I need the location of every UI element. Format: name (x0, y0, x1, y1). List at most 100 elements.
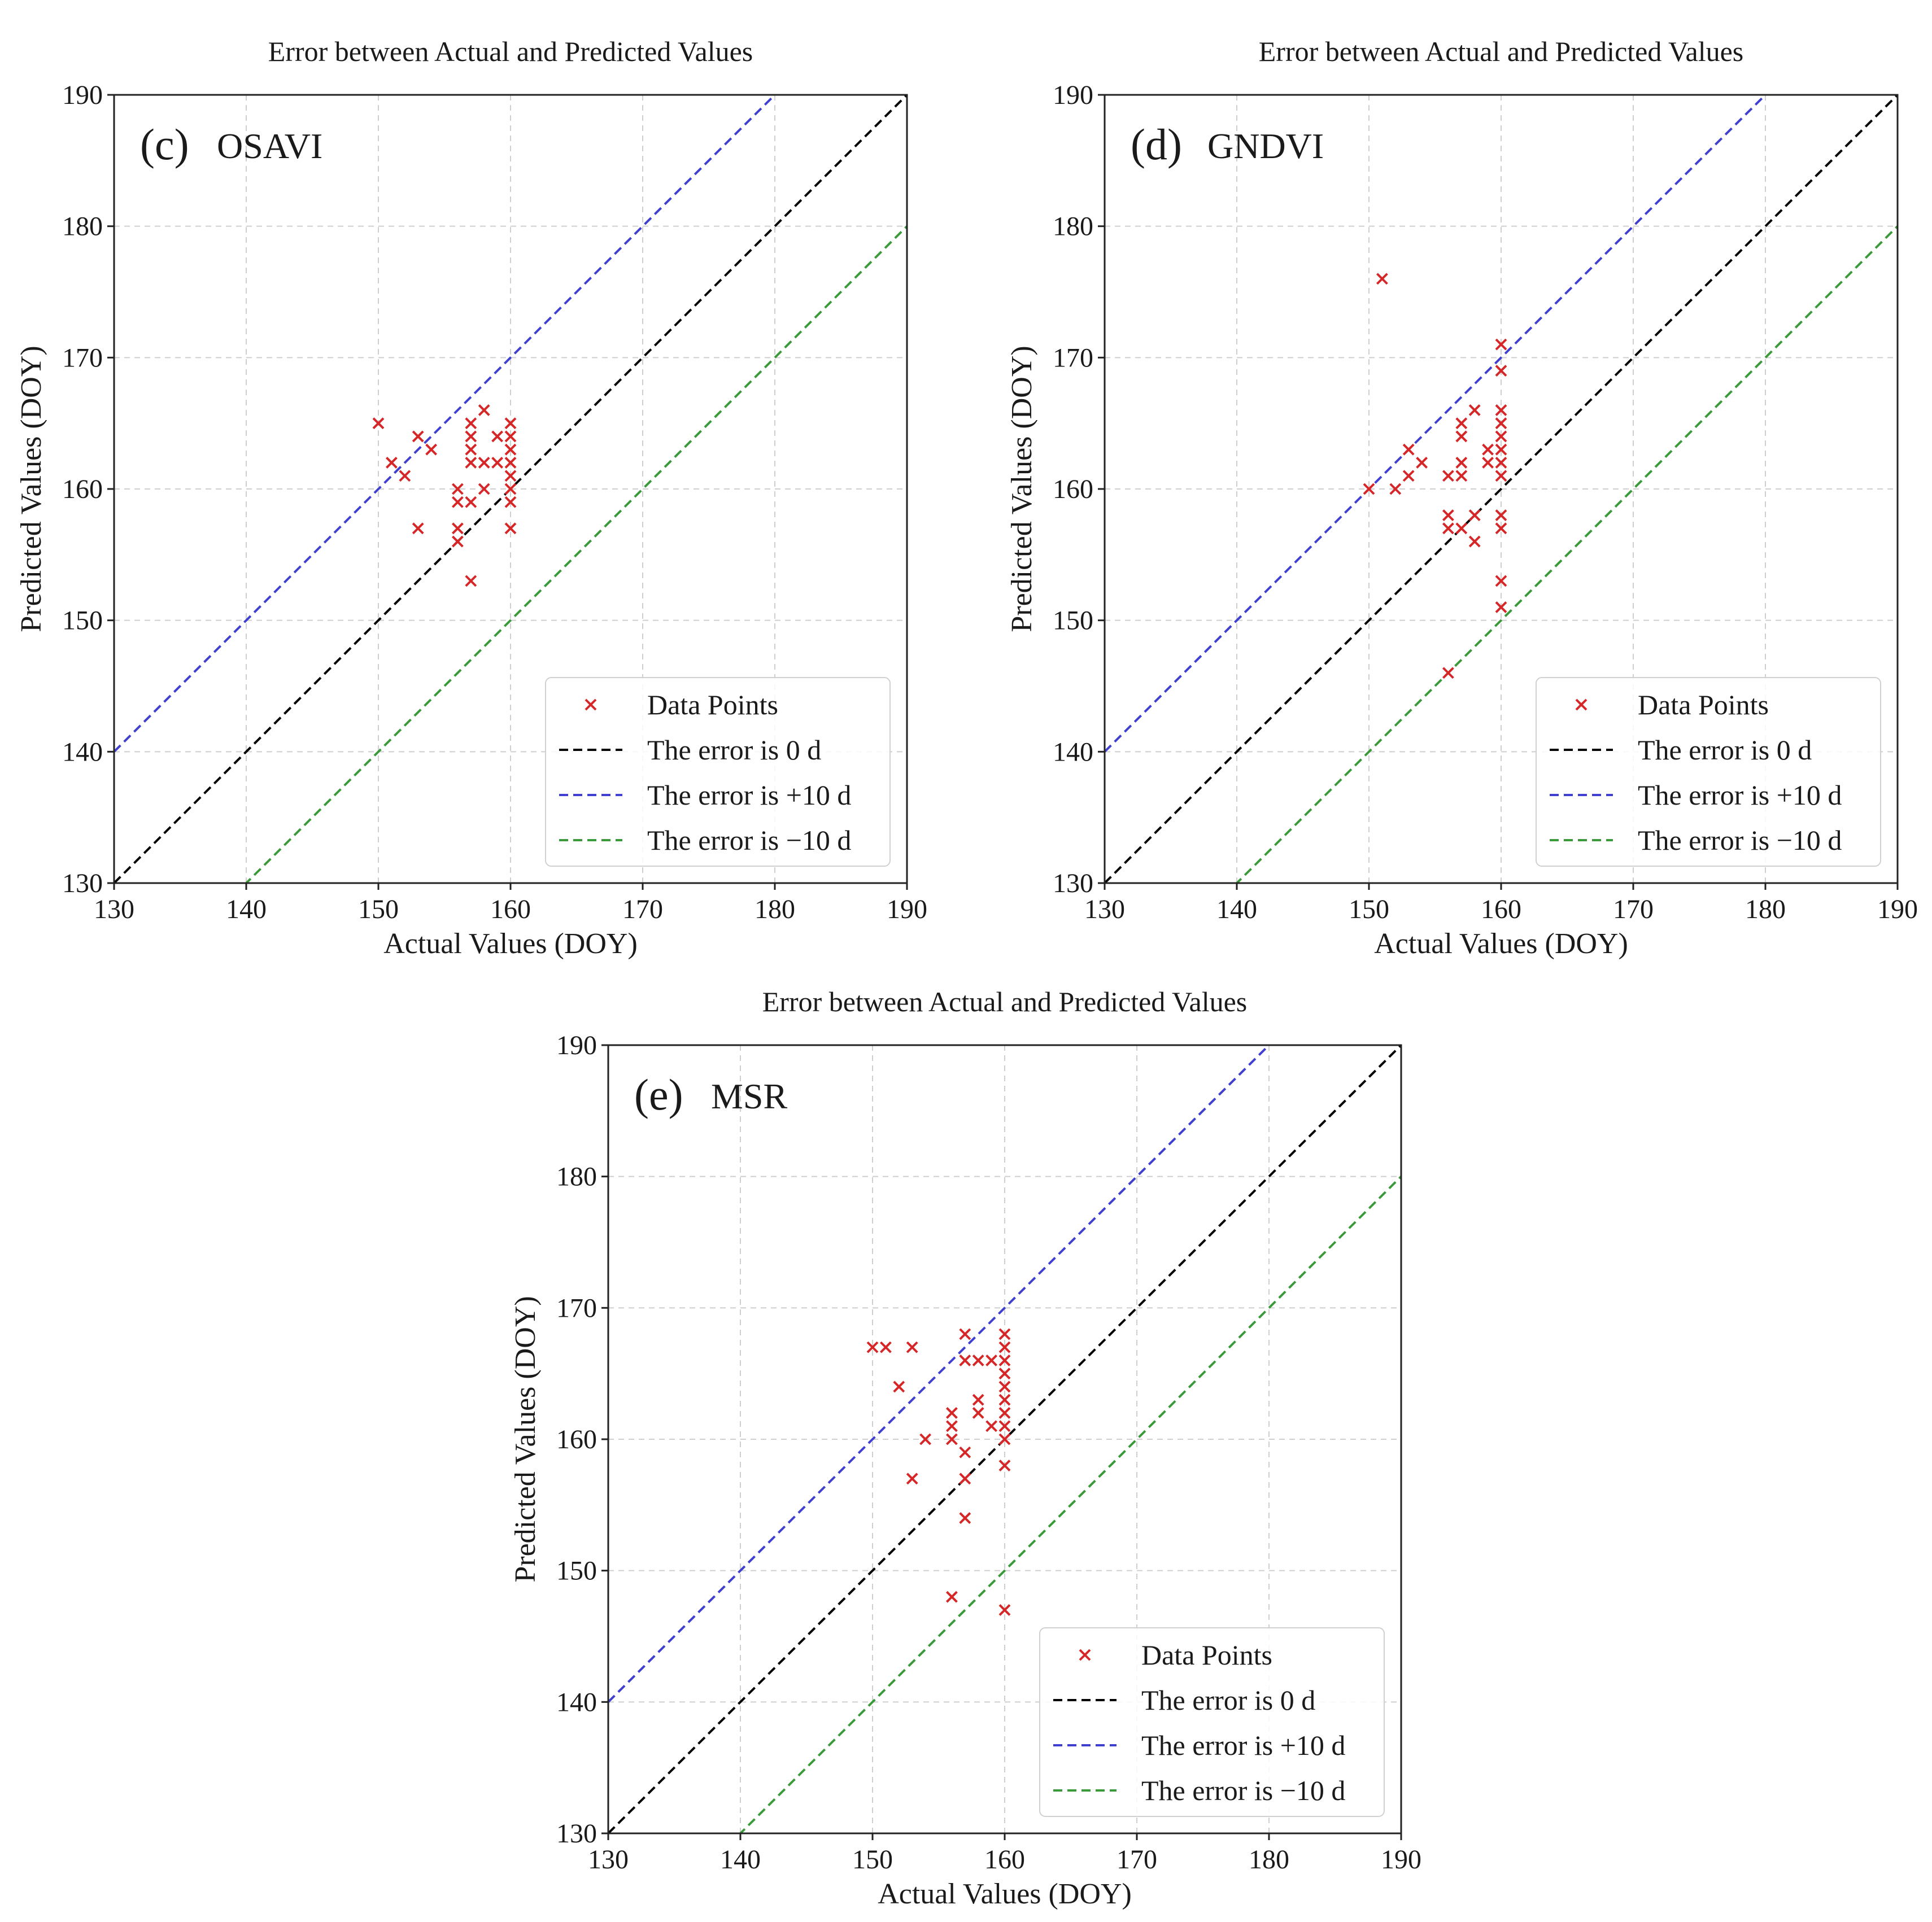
y-tick-label: 160 (62, 474, 103, 504)
data-point (1495, 404, 1507, 416)
data-point (972, 1407, 984, 1419)
data-point (504, 417, 517, 430)
y-axis-label: Predicted Values (DOY) (509, 1296, 542, 1582)
x-tick-label: 170 (1613, 894, 1654, 924)
y-tick-label: 180 (62, 212, 103, 242)
y-tick-label: 150 (62, 606, 103, 636)
x-tick-label: 160 (490, 894, 531, 924)
legend: Data Points The error is 0 d The error is … (1039, 1627, 1385, 1817)
legend-item-zero-error: The error is 0 d (1053, 1684, 1315, 1716)
data-points (1363, 273, 1507, 679)
data-point (945, 1407, 958, 1419)
data-point (959, 1446, 971, 1458)
data-point (945, 1420, 958, 1432)
data-point (465, 430, 477, 443)
legend: Data Points The error is 0 d The error is … (1536, 677, 1881, 867)
data-point (998, 1328, 1011, 1340)
data-point (985, 1420, 998, 1432)
y-axis-label: Predicted Values (DOY) (1006, 346, 1038, 632)
data-point (998, 1381, 1011, 1393)
legend-label: Data Points (647, 689, 778, 720)
data-point (504, 430, 517, 443)
x-tick-label: 190 (1877, 894, 1918, 924)
data-point (451, 535, 464, 548)
data-points (372, 404, 517, 587)
data-point (1482, 457, 1494, 469)
data-point (465, 575, 477, 587)
legend-label: The error is +10 d (1638, 779, 1842, 811)
data-point (465, 443, 477, 456)
data-point (1455, 430, 1468, 443)
data-point (1495, 470, 1507, 482)
plus-ten-error-line (608, 1045, 1271, 1703)
data-point (399, 470, 411, 482)
data-point (1482, 443, 1494, 456)
legend-label: The error is 0 d (647, 734, 821, 766)
data-point (998, 1368, 1011, 1380)
data-point (504, 470, 517, 482)
data-point (998, 1394, 1011, 1406)
data-point (1389, 483, 1402, 495)
legend-item-data-points: Data Points (1079, 1639, 1272, 1671)
data-point (1442, 667, 1454, 679)
chart-panel-msr: Error between Actual and Predicted Value… (509, 986, 1421, 1910)
data-point (451, 483, 464, 495)
data-point (465, 417, 477, 430)
data-point (478, 483, 490, 495)
legend-marker (1575, 698, 1588, 711)
y-tick-label: 160 (1053, 474, 1093, 504)
data-point (1468, 535, 1481, 548)
data-point (451, 496, 464, 508)
x-tick-label: 190 (1381, 1845, 1421, 1875)
data-point (478, 404, 490, 416)
legend-box (1536, 677, 1881, 867)
data-point (998, 1433, 1011, 1445)
x-tick-label: 190 (887, 894, 927, 924)
data-point (906, 1341, 918, 1353)
data-point (1495, 417, 1507, 430)
chart-title: Error between Actual and Predicted Value… (762, 986, 1248, 1017)
legend-label: The error is +10 d (647, 779, 851, 811)
legend-item-minus-ten: The error is −10 d (559, 824, 851, 856)
data-point (1495, 522, 1507, 535)
legend-label: Data Points (1141, 1639, 1272, 1671)
legend-item-data-points: Data Points (585, 689, 778, 720)
legend-label: The error is +10 d (1141, 1729, 1345, 1761)
plus-ten-error-line (114, 95, 777, 753)
chart-panel-gndvi: Error between Actual and Predicted Value… (1006, 36, 1918, 960)
y-axis-label: Predicted Values (DOY) (15, 346, 47, 632)
ticks: 130 140 150 160 170 180 190 130 140 150 160 170 180 1… (1053, 80, 1918, 924)
data-point (1363, 483, 1375, 495)
y-tick-label: 190 (62, 80, 103, 110)
x-tick-label: 140 (720, 1845, 761, 1875)
data-point (1455, 417, 1468, 430)
data-point (385, 457, 398, 469)
data-point (959, 1354, 971, 1366)
y-tick-label: 190 (1053, 80, 1093, 110)
data-point (412, 430, 424, 443)
y-tick-label: 130 (556, 1819, 597, 1849)
data-point (504, 522, 517, 535)
data-point (1495, 443, 1507, 456)
x-tick-label: 160 (984, 1845, 1025, 1875)
y-tick-label: 190 (556, 1030, 597, 1060)
x-tick-label: 140 (1216, 894, 1257, 924)
data-point (1442, 522, 1454, 535)
data-point (465, 496, 477, 508)
legend-box (545, 677, 891, 867)
data-points (866, 1328, 1011, 1616)
data-point (425, 443, 438, 456)
x-tick-label: 160 (1481, 894, 1521, 924)
data-point (879, 1341, 892, 1353)
legend-item-plus-ten: The error is +10 d (1550, 779, 1842, 811)
chart-panel-osavi: Error between Actual and Predicted Value… (15, 36, 927, 960)
y-tick-label: 170 (556, 1293, 597, 1323)
panel-tag: (e) (634, 1070, 683, 1119)
x-tick-label: 150 (1349, 894, 1389, 924)
y-tick-label: 160 (556, 1425, 597, 1454)
data-point (1402, 443, 1415, 456)
data-point (1376, 273, 1388, 285)
panel-tag: (d) (1131, 120, 1182, 169)
data-point (1455, 457, 1468, 469)
x-tick-label: 180 (1249, 1845, 1289, 1875)
